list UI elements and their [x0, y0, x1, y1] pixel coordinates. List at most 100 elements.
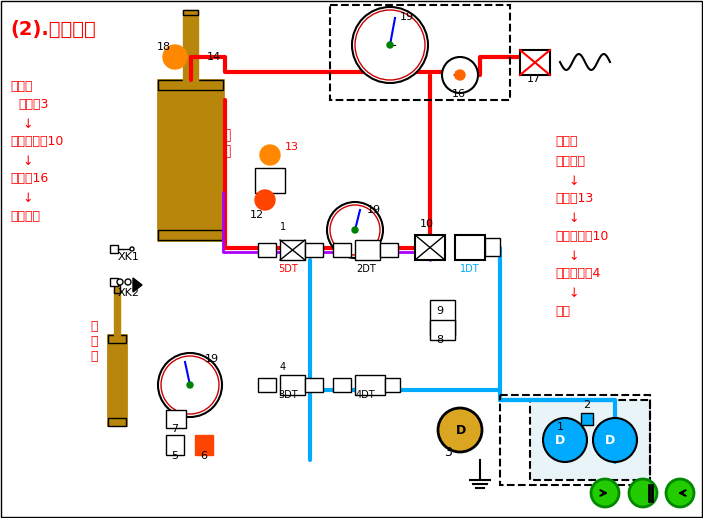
Bar — [280, 375, 305, 395]
Text: ↓: ↓ — [22, 118, 32, 131]
Text: 背压阀13: 背压阀13 — [555, 192, 593, 205]
Bar — [430, 300, 455, 335]
Text: 16: 16 — [452, 89, 466, 99]
Text: 进油：: 进油： — [10, 80, 32, 93]
Circle shape — [158, 353, 222, 417]
Bar — [305, 243, 323, 257]
Text: ↓: ↓ — [22, 192, 32, 205]
Bar — [280, 240, 305, 260]
Text: 5: 5 — [171, 451, 178, 461]
Text: 变量泵3: 变量泵3 — [18, 98, 49, 111]
Bar — [520, 50, 550, 75]
Circle shape — [591, 479, 619, 507]
Text: 5DT: 5DT — [278, 264, 298, 274]
Bar — [108, 418, 126, 426]
Bar — [258, 243, 276, 257]
Text: 顶
出
缸: 顶 出 缸 — [90, 320, 98, 363]
Circle shape — [666, 479, 694, 507]
Text: 主缸上腔: 主缸上腔 — [10, 210, 40, 223]
Text: (2).减速加压: (2).减速加压 — [10, 20, 96, 39]
Text: 14: 14 — [207, 52, 221, 62]
Text: XK1: XK1 — [118, 252, 140, 262]
Circle shape — [352, 7, 428, 83]
Bar — [581, 413, 593, 425]
Text: 6: 6 — [200, 451, 207, 461]
Bar — [258, 378, 276, 392]
Text: 1: 1 — [280, 222, 286, 232]
Text: 电液换向阀10: 电液换向阀10 — [10, 135, 63, 148]
Text: D: D — [605, 434, 615, 447]
Circle shape — [593, 418, 637, 462]
Bar — [114, 285, 120, 293]
Bar — [333, 378, 351, 392]
Circle shape — [438, 408, 482, 452]
Text: ↓: ↓ — [568, 212, 579, 225]
Text: 1: 1 — [557, 422, 564, 432]
Bar — [158, 80, 223, 90]
Circle shape — [455, 70, 465, 80]
Bar — [158, 230, 223, 240]
Circle shape — [543, 418, 587, 462]
Bar — [183, 10, 198, 15]
Text: 13: 13 — [285, 142, 299, 152]
Bar — [455, 235, 485, 260]
Text: 10: 10 — [420, 219, 434, 229]
Text: 回油：: 回油： — [555, 135, 577, 148]
Text: 4DT: 4DT — [356, 390, 375, 400]
Circle shape — [125, 279, 131, 285]
Text: 单向阀16: 单向阀16 — [10, 172, 49, 185]
Text: 8: 8 — [436, 335, 443, 345]
Circle shape — [442, 57, 478, 93]
Bar — [114, 290, 120, 340]
Bar — [158, 80, 223, 240]
Bar — [355, 375, 385, 395]
Text: ↓: ↓ — [568, 175, 579, 188]
Bar — [333, 243, 351, 257]
Circle shape — [117, 279, 123, 285]
Circle shape — [327, 202, 383, 258]
Bar — [166, 410, 186, 428]
Text: 9: 9 — [436, 306, 443, 316]
Text: D: D — [555, 434, 565, 447]
Text: 12: 12 — [250, 210, 264, 220]
Circle shape — [255, 190, 275, 210]
Bar — [530, 400, 650, 480]
Text: ↓: ↓ — [568, 287, 579, 300]
Text: 7: 7 — [171, 424, 178, 434]
Text: 主缸下腔: 主缸下腔 — [555, 155, 585, 168]
Text: 电液换向阀10: 电液换向阀10 — [555, 230, 608, 243]
Text: ↓: ↓ — [22, 155, 32, 168]
Circle shape — [187, 382, 193, 388]
Bar — [415, 235, 445, 260]
Bar — [166, 435, 184, 455]
Circle shape — [387, 42, 393, 48]
Bar — [330, 5, 510, 100]
Bar — [355, 240, 380, 260]
Circle shape — [352, 227, 358, 233]
Circle shape — [130, 247, 134, 251]
Bar — [485, 238, 500, 256]
Circle shape — [163, 45, 187, 69]
Circle shape — [161, 356, 219, 414]
Text: 主
缸: 主 缸 — [222, 128, 231, 158]
Bar — [500, 395, 650, 485]
Polygon shape — [133, 278, 142, 292]
Text: 1DT: 1DT — [460, 264, 479, 274]
Bar — [110, 278, 118, 286]
Text: 18: 18 — [157, 42, 171, 52]
Text: 电液换向阀4: 电液换向阀4 — [555, 267, 600, 280]
Text: 3: 3 — [444, 446, 452, 459]
Text: 油箱: 油箱 — [555, 305, 570, 318]
Text: 19: 19 — [367, 205, 381, 215]
Bar — [255, 168, 285, 193]
Text: 2DT: 2DT — [356, 264, 375, 274]
Text: ↓: ↓ — [568, 250, 579, 263]
Bar — [385, 378, 400, 392]
Text: 4: 4 — [280, 362, 286, 372]
Text: D: D — [456, 424, 466, 437]
Text: 17: 17 — [527, 74, 541, 84]
Bar — [430, 320, 455, 340]
Text: 19: 19 — [400, 12, 414, 22]
Bar — [380, 243, 398, 257]
Circle shape — [330, 205, 380, 255]
